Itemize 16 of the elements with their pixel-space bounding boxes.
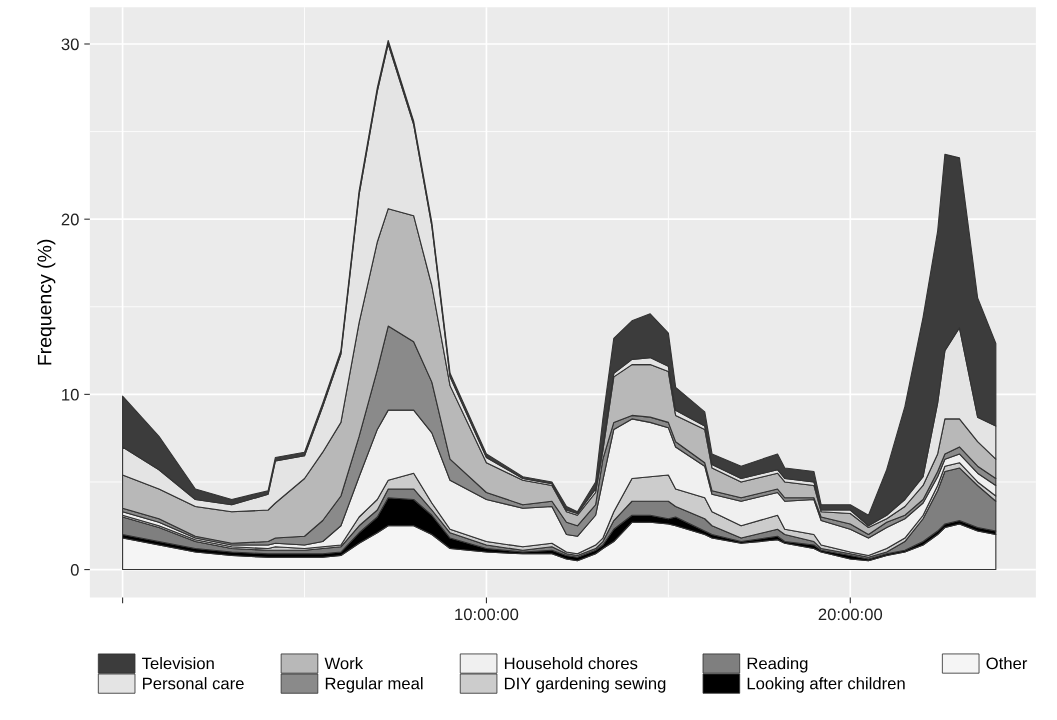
legend-label: Work: [324, 657, 364, 670]
y-tick-label: 20: [61, 213, 79, 226]
y-tick-label: 0: [70, 563, 79, 576]
legend-label: DIY gardening sewing: [504, 677, 666, 693]
legend-label: Looking after children: [747, 677, 905, 693]
legend-label: Other: [986, 657, 1028, 670]
legend-label: Household chores: [504, 657, 638, 670]
y-axis-title: Frequency (%): [37, 239, 56, 365]
legend-label: Television: [142, 657, 214, 670]
x-tick-label: 10:00:00: [455, 608, 519, 621]
y-tick-label: 10: [62, 388, 79, 401]
legend-label: Regular meal: [325, 677, 423, 693]
legend-label: Personal care: [143, 677, 244, 690]
x-tick-label: 20:00:00: [818, 608, 883, 621]
y-tick-label: 30: [61, 38, 79, 51]
legend-label: Reading: [747, 657, 808, 673]
